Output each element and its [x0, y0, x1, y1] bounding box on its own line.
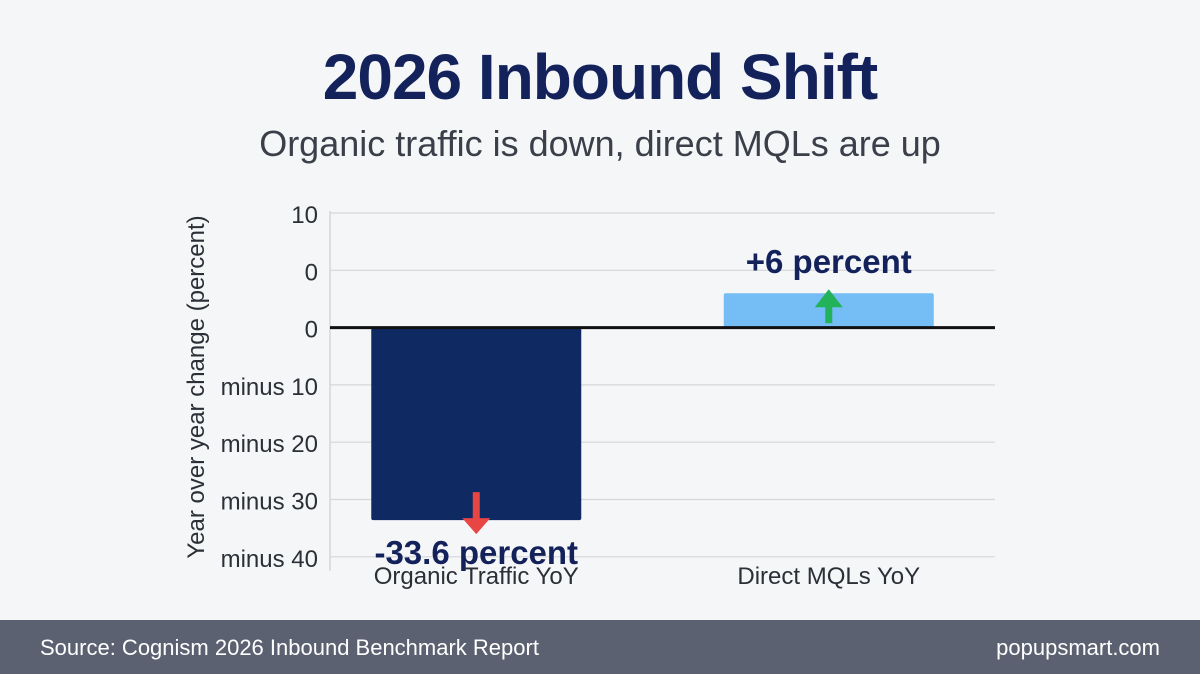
brand-link[interactable]: popupsmart.com [996, 635, 1160, 660]
x-category-label: Organic Traffic YoY [374, 563, 579, 590]
chart-subtitle: Organic traffic is down, direct MQLs are… [259, 123, 941, 164]
y-tick-label: minus 40 [221, 546, 318, 573]
y-tick-label: minus 30 [221, 489, 318, 516]
data-label: +6 percent [746, 243, 912, 280]
data-label: -33.6 percent [374, 534, 578, 571]
bar-chart: 10 0 0 minus 10 minus 20 minus 30 minus 40 Year… [183, 202, 995, 590]
chart-title: 2026 Inbound Shift [322, 41, 878, 113]
down-arrow-head [462, 518, 491, 535]
y-tick-label: minus 20 [221, 431, 318, 458]
up-arrow-head [814, 289, 843, 308]
y-tick-label: 0 [305, 259, 318, 286]
y-tick-label: 0 [305, 317, 318, 344]
y-axis-title: Year over year change (percent) [183, 215, 210, 558]
footer-bar: Source: Cognism 2026 Inbound Benchmark R… [0, 620, 1200, 674]
source-citation: Source: Cognism 2026 Inbound Benchmark R… [40, 635, 539, 660]
y-tick-label: 10 [291, 202, 318, 229]
x-category-label: Direct MQLs YoY [737, 563, 920, 590]
y-tick-label: minus 10 [221, 374, 318, 401]
bar-organic-traffic [371, 327, 582, 521]
